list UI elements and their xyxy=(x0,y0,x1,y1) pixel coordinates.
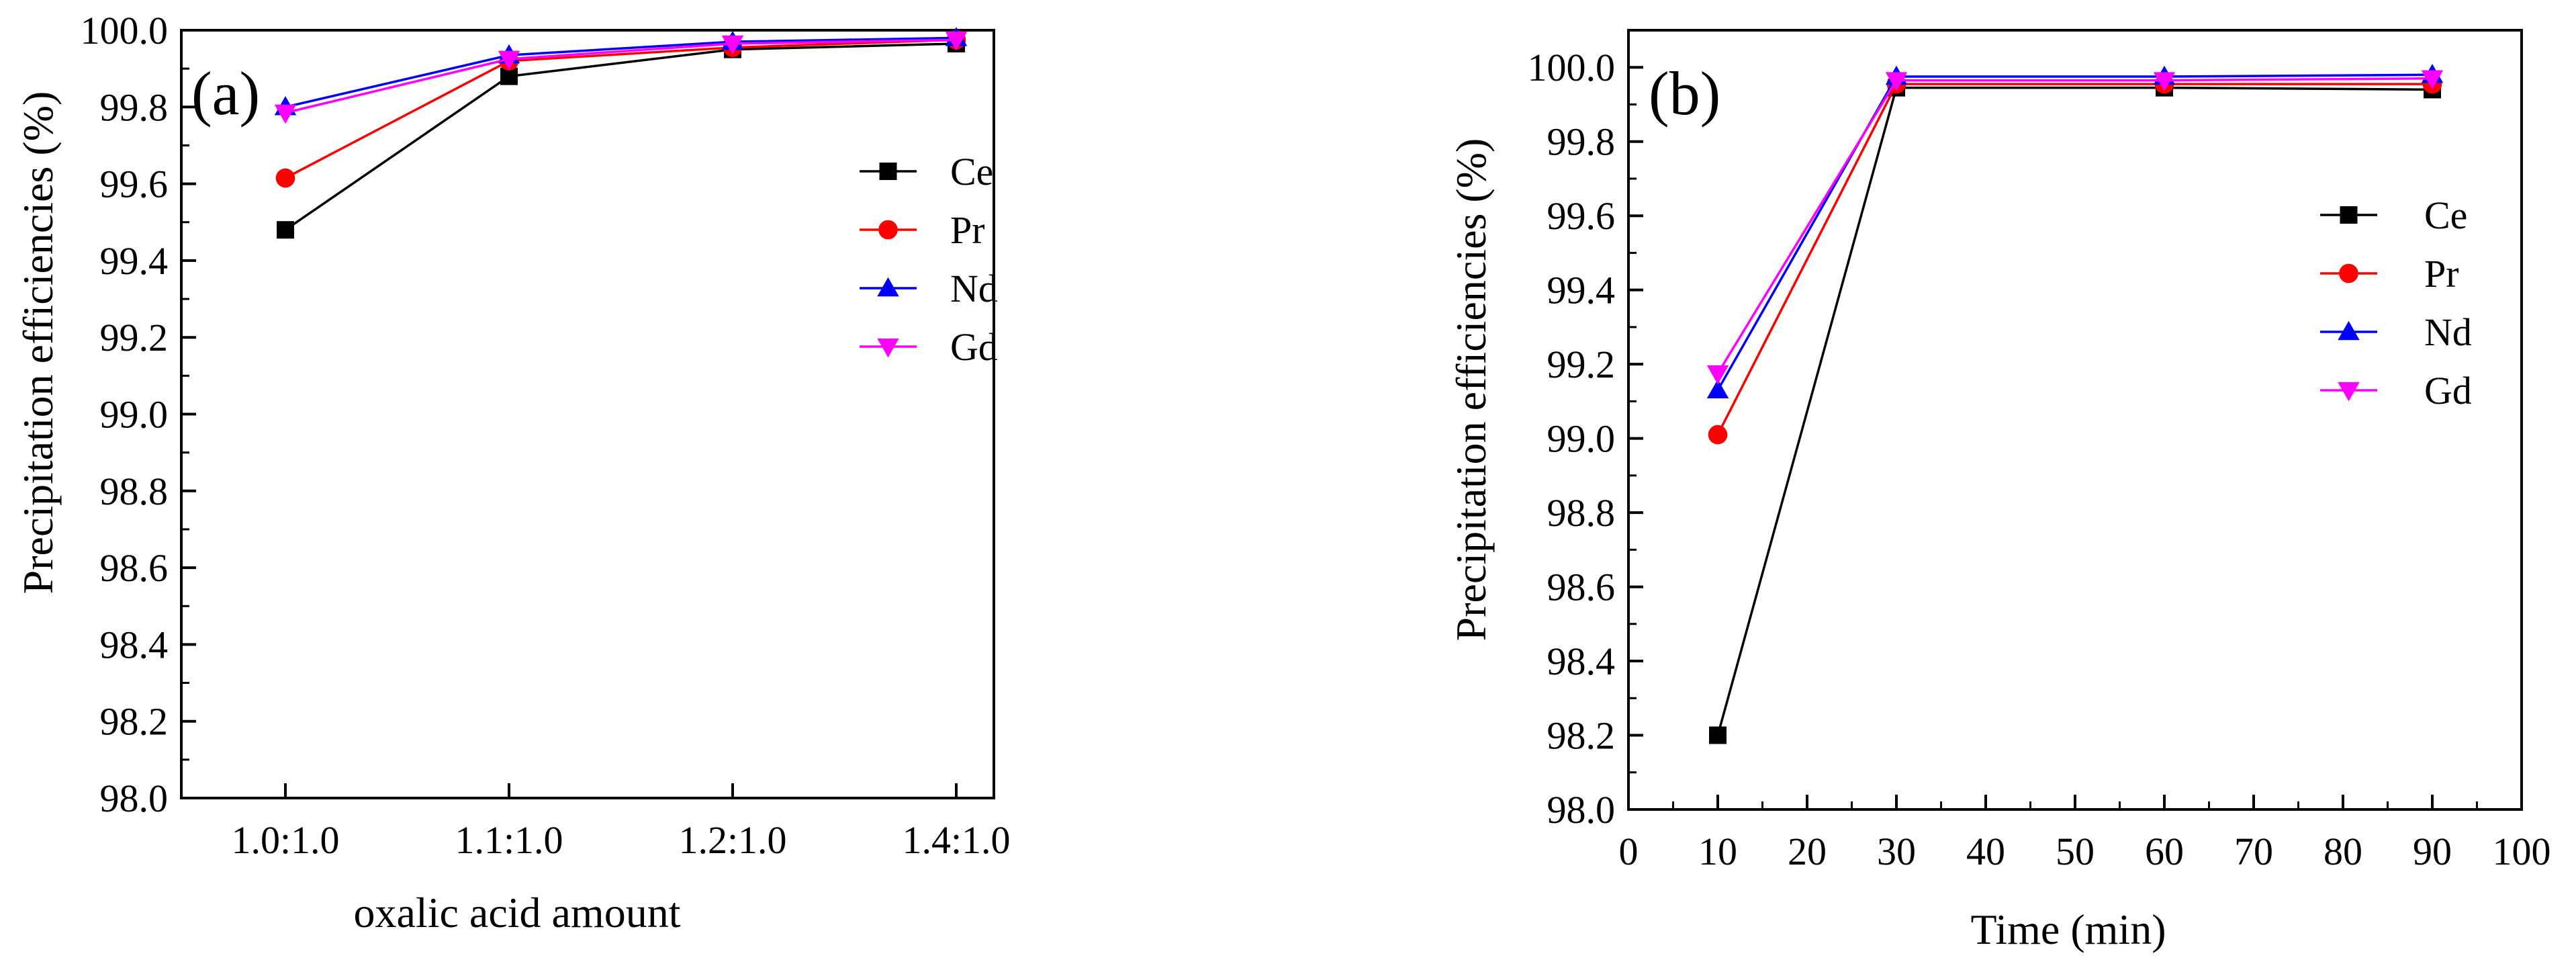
data-point-gd-b: Gd: 99.965 xyxy=(2153,72,2176,91)
y-tick-label-b: 98.2 xyxy=(1547,714,1616,758)
x-tick-label-a: 1.2:1.0 xyxy=(678,818,786,862)
x-tick-label-b: 80 xyxy=(2324,830,2362,873)
x-tick-label-a: 1.0:1.0 xyxy=(231,818,339,862)
panel-label-a: (a) xyxy=(191,59,260,128)
x-tick-label-b: 90 xyxy=(2413,830,2452,873)
panel-label-b: (b) xyxy=(1649,59,1720,128)
legend-b: Ce Pr Nd Gd xyxy=(2320,193,2472,412)
y-tick-label-b: 98.4 xyxy=(1547,640,1616,683)
y-tick-label-a: 98.8 xyxy=(100,470,169,513)
y-tick-label-b: 100.0 xyxy=(1528,46,1616,89)
x-tick-label-b: 0 xyxy=(1619,830,1639,873)
series-line-pr-b xyxy=(1716,83,2432,435)
y-tick-label-a: 98.4 xyxy=(100,623,169,666)
data-point-gd-b: Gd: 99.965 xyxy=(1885,72,1908,91)
x-tick-label-b: 20 xyxy=(1788,830,1827,873)
y-tick-label-b: 99.2 xyxy=(1547,343,1616,386)
legend-label-ce-b: Ce xyxy=(2424,193,2467,237)
x-axis-label-a: oxalic acid amount xyxy=(354,889,681,936)
legend-a: Ce Pr Nd Gd xyxy=(860,150,998,369)
y-tick-label-a: 99.6 xyxy=(100,163,169,206)
y-tick-label-a: 98.0 xyxy=(100,777,169,820)
y-axis-label-b: Precipitation efficiencies (%) xyxy=(1447,138,1495,642)
y-tick-label-b: 99.6 xyxy=(1547,194,1616,238)
x-tick-label-b: 40 xyxy=(1966,830,2005,873)
plot-frame-a xyxy=(180,29,995,799)
y-tick-label-b: 99.4 xyxy=(1547,269,1616,312)
data-point-gd-a: Gd: 99.925 xyxy=(498,50,520,71)
legend-marker-ce-b xyxy=(2340,206,2358,224)
x-tick-label-b: 100 xyxy=(2493,830,2551,873)
series-line-ce-b xyxy=(1716,86,2433,736)
legend-marker-pr-b xyxy=(2339,263,2358,283)
x-tick-label-b: 30 xyxy=(1877,830,1916,873)
legend-marker-nd-a xyxy=(877,277,899,297)
x-tick-label-b: 10 xyxy=(1698,830,1737,873)
data-point-nd-b: Nd: 99.13 xyxy=(1706,379,1729,398)
y-tick-label-b: 99.0 xyxy=(1547,417,1616,461)
x-tick-label-b: 50 xyxy=(2056,830,2095,873)
series-line-pr-a xyxy=(285,38,957,179)
y-tick-label-a: 98.2 xyxy=(100,700,169,744)
data-point-gd-a: Gd: 99.965 xyxy=(721,35,744,55)
legend-marker-ce-a xyxy=(879,163,897,180)
legend-marker-gd-b xyxy=(2338,382,2360,402)
legend-marker-nd-b xyxy=(2338,320,2360,341)
y-tick-label-a: 99.4 xyxy=(100,239,169,283)
x-tick-label-b: 70 xyxy=(2234,830,2273,873)
series-line-gd-a xyxy=(285,38,957,114)
y-tick-label-b: 99.8 xyxy=(1547,120,1616,164)
legend-label-pr-b: Pr xyxy=(2424,252,2459,296)
legend-marker-gd-a xyxy=(877,338,899,358)
chart-b: (b) Time (min) Precipitation efficiencie… xyxy=(1447,29,2551,953)
y-tick-label-a: 98.6 xyxy=(100,546,169,590)
series-line-gd-b xyxy=(1716,77,2433,374)
data-point-gd-b: Gd: 99.175 xyxy=(1706,365,1729,385)
y-tick-label-b: 98.0 xyxy=(1547,788,1616,832)
legend-label-gd-b: Gd xyxy=(2424,369,2472,412)
y-tick-label-a: 100.0 xyxy=(81,9,169,52)
data-point-pr-b: Pr: 99.01 xyxy=(1708,425,1728,445)
data-point-ce-a: Ce: 99.48 xyxy=(277,221,294,239)
x-tick-label-b: 60 xyxy=(2145,830,2184,873)
data-point-gd-a: Gd: 99.975 xyxy=(945,32,968,51)
y-tick-label-a: 99.8 xyxy=(100,85,169,129)
series-line-nd-b xyxy=(1716,73,2433,391)
legend-marker-pr-a xyxy=(878,220,898,240)
legend-label-nd-a: Nd xyxy=(950,267,998,310)
data-point-ce-b: Ce: 98.2 xyxy=(1709,726,1727,744)
y-tick-label-b: 98.8 xyxy=(1547,491,1616,535)
plot-frame-b xyxy=(1627,29,2523,811)
legend-label-ce-a: Ce xyxy=(950,150,993,193)
legend-label-gd-a: Gd xyxy=(950,325,998,369)
y-tick-label-a: 99.2 xyxy=(100,316,169,359)
data-point-gd-b: Gd: 99.97 xyxy=(2421,70,2444,90)
legend-label-pr-a: Pr xyxy=(950,208,985,252)
data-point-pr-a: Pr: 99.615 xyxy=(275,168,295,188)
x-tick-label-a: 1.1:1.0 xyxy=(455,818,563,862)
legend-label-nd-b: Nd xyxy=(2424,310,2472,354)
y-axis-label-a: Precipitation efficiencies (%) xyxy=(14,91,62,595)
series-line-ce-a xyxy=(285,42,957,231)
x-tick-label-a: 1.4:1.0 xyxy=(902,818,1010,862)
series-line-nd-a xyxy=(285,36,957,109)
y-tick-label-b: 98.6 xyxy=(1547,566,1616,609)
data-point-gd-a: Gd: 99.785 xyxy=(274,104,297,124)
x-axis-label-b: Time (min) xyxy=(1971,906,2166,953)
chart-a: (a) oxalic acid amount Precipitation eff… xyxy=(14,9,1011,936)
y-tick-label-a: 99.0 xyxy=(100,393,169,437)
